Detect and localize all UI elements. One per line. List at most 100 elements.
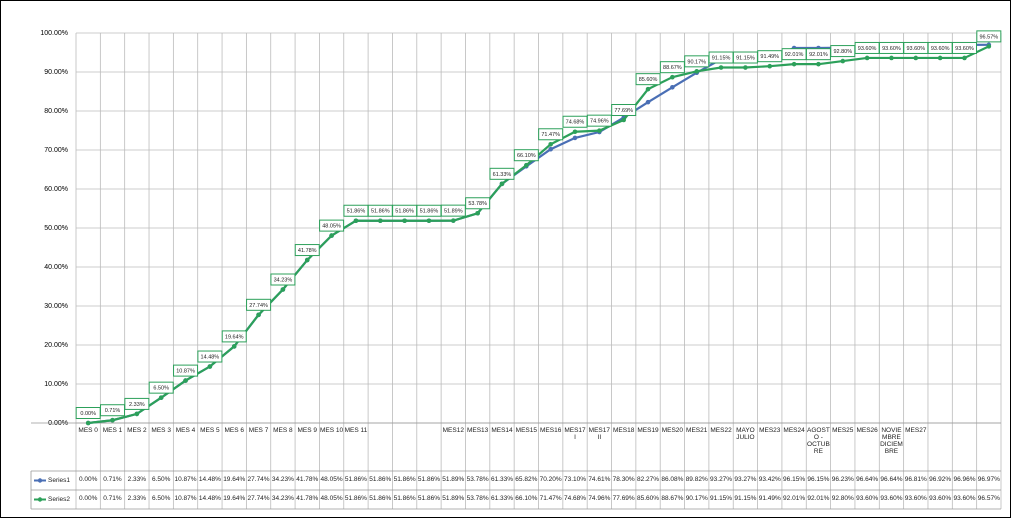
data-label: 41.78% <box>298 248 317 254</box>
table-value: 93.60% <box>953 495 976 502</box>
table-value: 85.60% <box>637 495 660 502</box>
data-label: 88.67% <box>663 65 682 71</box>
label-box <box>294 244 320 257</box>
data-point <box>548 146 553 152</box>
data-label: 85.60% <box>639 77 658 83</box>
category-label: MES13 <box>466 427 489 434</box>
category-label: MES22 <box>710 427 732 434</box>
data-label: 14.48% <box>201 354 220 360</box>
data-point <box>621 117 626 123</box>
y-tick-label: 50.00% <box>44 225 68 232</box>
category-label: MES20 <box>661 427 684 434</box>
table-value: 93.60% <box>880 495 903 502</box>
data-label: 51.89% <box>444 209 463 215</box>
category-label: MES 3 <box>151 427 171 434</box>
table-value: 51.89% <box>442 476 465 483</box>
y-tick-label: 80.00% <box>44 108 68 115</box>
data-point <box>207 364 213 369</box>
data-point <box>670 84 675 90</box>
data-label: 51.86% <box>420 209 439 215</box>
category-label: MES16 <box>540 427 562 434</box>
category-label: MES25 <box>832 427 854 434</box>
category-label: MES21 <box>686 427 708 434</box>
data-point <box>256 312 261 318</box>
data-label: 71.47% <box>541 132 560 138</box>
table-value: 41.78% <box>296 476 319 483</box>
table-value: 93.60% <box>856 495 879 502</box>
table-value: 90.17% <box>685 495 708 502</box>
table-value: 0.71% <box>103 476 122 483</box>
table-value: 71.47% <box>539 495 562 502</box>
table-value: 61.33% <box>490 476 513 483</box>
table-value: 10.87% <box>174 495 197 502</box>
label-box <box>124 397 150 410</box>
label-box <box>270 273 296 286</box>
category-label: MES17 II <box>588 427 610 441</box>
table-value: 51.86% <box>417 495 440 502</box>
table-value: 96.15% <box>783 476 806 483</box>
table-value: 92.80% <box>831 495 854 502</box>
category-label <box>417 427 441 471</box>
data-point <box>694 69 700 74</box>
category-label: MES15 <box>515 427 537 434</box>
label-box <box>489 167 515 180</box>
data-point <box>231 344 237 349</box>
table-value: 0.00% <box>78 476 98 483</box>
data-point <box>962 55 967 61</box>
y-tick-label: 70.00% <box>44 147 68 154</box>
data-point <box>718 65 724 70</box>
data-point <box>475 210 480 216</box>
category-label: MES 10 <box>320 427 344 434</box>
table-value: 0.00% <box>78 495 98 502</box>
table-value: 82.27% <box>637 476 660 483</box>
data-label: 92.01% <box>809 52 828 58</box>
table-value: 27.74% <box>247 495 270 502</box>
label-box <box>319 219 345 232</box>
y-tick-label: 100.00% <box>40 30 68 37</box>
table-value: 73.10% <box>563 476 587 483</box>
table-value: 88.67% <box>661 495 684 502</box>
label-box <box>976 30 1002 43</box>
table-value: 96.23% <box>831 476 854 483</box>
y-tick-label: 10.00% <box>44 381 68 388</box>
table-value: 93.60% <box>904 495 927 502</box>
data-point <box>670 74 675 80</box>
category-label: MES 6 <box>224 427 244 434</box>
label-box <box>148 381 174 394</box>
table-value: 51.86% <box>344 495 367 502</box>
data-label: 53.78% <box>468 201 487 207</box>
category-label: MES 9 <box>297 427 317 434</box>
data-label: 90.17% <box>687 59 706 65</box>
category-label: MES27 <box>905 427 927 434</box>
table-value: 77.69% <box>612 495 635 502</box>
table-value: 27.74% <box>247 476 270 483</box>
data-label: 0.00% <box>80 411 96 417</box>
data-point <box>426 218 432 224</box>
y-tick-label: 20.00% <box>44 342 68 349</box>
data-label: 66.10% <box>517 153 536 159</box>
data-label: 74.96% <box>590 119 609 125</box>
category-label: MES24 <box>783 427 805 434</box>
data-point <box>85 420 91 426</box>
table-value: 92.01% <box>783 495 806 502</box>
data-point <box>353 218 359 224</box>
data-point <box>767 63 773 69</box>
table-value: 65.82% <box>515 476 538 483</box>
data-label: 51.86% <box>347 209 366 215</box>
data-label: 48.05% <box>322 224 341 230</box>
table-value: 14.48% <box>198 495 221 502</box>
table-value: 93.60% <box>929 495 952 502</box>
category-label: MES 4 <box>175 427 196 434</box>
table-value: 51.86% <box>393 476 416 483</box>
data-point <box>743 65 748 70</box>
data-label: 92.01% <box>785 52 804 58</box>
data-point <box>816 61 821 67</box>
label-box <box>100 404 126 417</box>
table-value: 78.30% <box>612 476 635 483</box>
category-label: MAYO JULIO <box>736 427 755 441</box>
table-value: 91.49% <box>758 495 781 502</box>
table-value: 74.61% <box>588 476 611 483</box>
label-box <box>586 114 612 127</box>
data-point <box>280 287 286 292</box>
